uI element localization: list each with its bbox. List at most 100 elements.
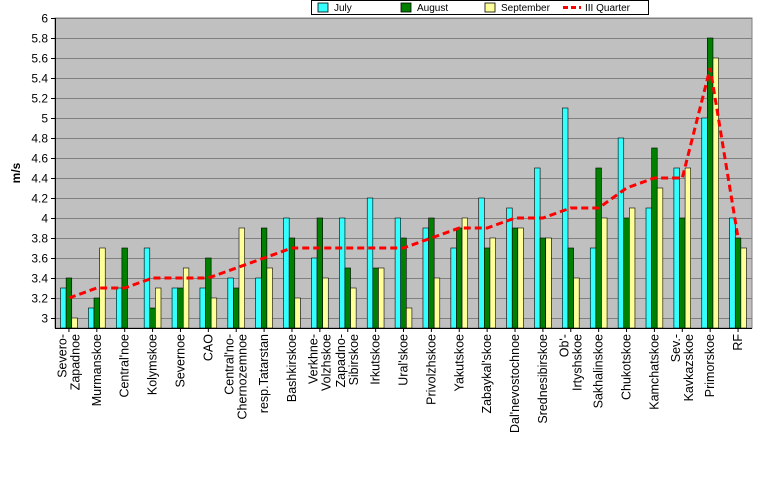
bar-september bbox=[601, 217, 608, 329]
y-tick-label: 5.8 bbox=[31, 32, 48, 46]
y-tick-label: 3.2 bbox=[31, 292, 48, 306]
bar-september bbox=[433, 277, 441, 329]
bar-september bbox=[489, 237, 496, 329]
bar-september bbox=[350, 287, 357, 329]
bar-september bbox=[238, 227, 245, 329]
y-tick-label: 6 bbox=[41, 12, 48, 26]
y-tick-label: 5.2 bbox=[31, 92, 48, 106]
bar-september bbox=[294, 297, 301, 329]
x-tick-label: Verkhne- bbox=[306, 334, 320, 384]
bar-august bbox=[372, 267, 379, 329]
legend-label: July bbox=[334, 3, 352, 14]
bar-august bbox=[177, 287, 184, 329]
x-tick-label: Chukotskoe bbox=[620, 334, 634, 400]
bar-august bbox=[511, 227, 519, 329]
x-tick-label: Severnoe bbox=[173, 334, 187, 388]
y-tick-label: 4.2 bbox=[31, 192, 48, 206]
x-tick-label: Murmanskoe bbox=[90, 334, 104, 406]
bar-august bbox=[623, 217, 630, 329]
bar-september bbox=[182, 267, 190, 329]
bar-september bbox=[629, 207, 636, 329]
x-tick-label: Kavkazskoe bbox=[682, 334, 696, 401]
y-axis-title: m/s bbox=[9, 162, 23, 183]
x-tick-label: CAO bbox=[201, 334, 215, 361]
x-tick-label: Zabaykal'skoe bbox=[480, 334, 494, 414]
bar-september bbox=[378, 267, 385, 329]
legend-label: III Quarter bbox=[585, 3, 631, 14]
x-tick-label: Primorskoe bbox=[703, 334, 717, 397]
bar-july bbox=[729, 217, 736, 329]
bar-july bbox=[60, 287, 67, 329]
bar-july bbox=[283, 217, 290, 329]
bar-july bbox=[143, 247, 151, 329]
x-tick-label: Sibirskoe bbox=[347, 334, 361, 385]
bar-july bbox=[617, 137, 625, 329]
bar-july bbox=[394, 217, 402, 329]
x-tick-label: RF bbox=[731, 334, 745, 351]
x-tick-label: resp.Tatarstan bbox=[257, 334, 271, 413]
y-tick-label: 5 bbox=[41, 112, 48, 126]
line-iii-quarter bbox=[68, 67, 740, 300]
x-tick-label: Yakutskoe bbox=[452, 334, 466, 391]
bar-september bbox=[545, 237, 552, 329]
bar-july bbox=[450, 247, 457, 329]
x-tick-label: Zapadnoe bbox=[68, 334, 82, 390]
bar-august bbox=[734, 237, 742, 329]
bar-august bbox=[484, 247, 491, 329]
bar-august bbox=[651, 147, 658, 329]
bar-september bbox=[71, 317, 78, 329]
bar-september bbox=[405, 307, 413, 329]
x-tick-label: Bashkirskoe bbox=[285, 334, 299, 402]
bar-august bbox=[260, 227, 268, 329]
bar-september bbox=[573, 277, 580, 329]
bar-july bbox=[478, 197, 485, 329]
bar-september bbox=[266, 267, 273, 329]
bar-august bbox=[539, 237, 546, 329]
bar-september bbox=[322, 277, 329, 329]
bar-august bbox=[205, 257, 212, 329]
legend-swatch-september bbox=[484, 2, 496, 13]
y-tick-label: 3.8 bbox=[31, 232, 48, 246]
legend-label: September bbox=[501, 3, 551, 14]
bar-september bbox=[210, 297, 218, 329]
y-tick-label: 4.8 bbox=[31, 132, 48, 146]
x-tick-label: Sakhalinskoe bbox=[592, 334, 606, 408]
bar-july bbox=[645, 207, 652, 329]
y-tick-label: 4 bbox=[41, 212, 48, 226]
bar-september bbox=[712, 57, 719, 329]
legend-swatch-august bbox=[400, 2, 412, 13]
x-tick-label: Ural'skoe bbox=[397, 334, 411, 386]
bar-july bbox=[171, 287, 178, 329]
bar-july bbox=[339, 217, 346, 329]
bar-september bbox=[740, 247, 747, 329]
bar-august bbox=[149, 307, 156, 329]
bar-july bbox=[366, 197, 374, 329]
bar-september bbox=[461, 217, 468, 329]
bar-august bbox=[400, 237, 407, 329]
x-tick-label: Irtyshskoe bbox=[570, 334, 584, 391]
y-tick-label: 4.6 bbox=[31, 152, 48, 166]
bar-july bbox=[506, 207, 513, 329]
bar-july bbox=[589, 247, 597, 329]
bar-august bbox=[316, 217, 323, 329]
bar-july bbox=[534, 167, 541, 329]
x-tick-label: Kolymskoe bbox=[146, 334, 160, 395]
bar-august bbox=[233, 287, 240, 329]
y-tick-label: 5.4 bbox=[31, 72, 48, 86]
legend-swatch-july bbox=[317, 2, 329, 13]
bar-september bbox=[684, 167, 691, 329]
bar-july bbox=[255, 277, 262, 329]
bar-august bbox=[567, 247, 574, 329]
x-tick-label: Volzhskoe bbox=[319, 334, 333, 391]
bar-august bbox=[679, 217, 686, 329]
bar-july bbox=[422, 227, 429, 329]
bar-august bbox=[428, 217, 435, 329]
bar-august bbox=[456, 227, 463, 329]
bar-august bbox=[595, 167, 602, 329]
legend bbox=[311, 0, 649, 15]
y-tick-label: 3.4 bbox=[31, 272, 48, 286]
bar-august bbox=[344, 267, 351, 329]
x-tick-label: Zapadno- bbox=[334, 334, 348, 388]
